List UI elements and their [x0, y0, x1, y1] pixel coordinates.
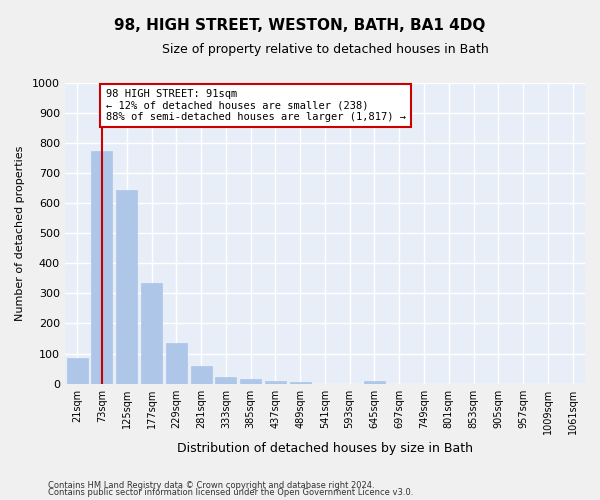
Bar — [290, 382, 311, 384]
Bar — [67, 358, 88, 384]
Bar — [91, 150, 112, 384]
Bar — [141, 283, 162, 384]
Text: 98, HIGH STREET, WESTON, BATH, BA1 4DQ: 98, HIGH STREET, WESTON, BATH, BA1 4DQ — [115, 18, 485, 32]
Bar — [265, 381, 286, 384]
Bar — [215, 377, 236, 384]
X-axis label: Distribution of detached houses by size in Bath: Distribution of detached houses by size … — [177, 442, 473, 455]
Text: Contains HM Land Registry data © Crown copyright and database right 2024.: Contains HM Land Registry data © Crown c… — [48, 480, 374, 490]
Title: Size of property relative to detached houses in Bath: Size of property relative to detached ho… — [161, 42, 488, 56]
Bar — [191, 366, 212, 384]
Bar — [240, 379, 261, 384]
Text: 98 HIGH STREET: 91sqm
← 12% of detached houses are smaller (238)
88% of semi-det: 98 HIGH STREET: 91sqm ← 12% of detached … — [106, 89, 406, 122]
Text: Contains public sector information licensed under the Open Government Licence v3: Contains public sector information licen… — [48, 488, 413, 497]
Y-axis label: Number of detached properties: Number of detached properties — [15, 146, 25, 321]
Bar — [364, 380, 385, 384]
Bar — [116, 190, 137, 384]
Bar — [166, 343, 187, 384]
